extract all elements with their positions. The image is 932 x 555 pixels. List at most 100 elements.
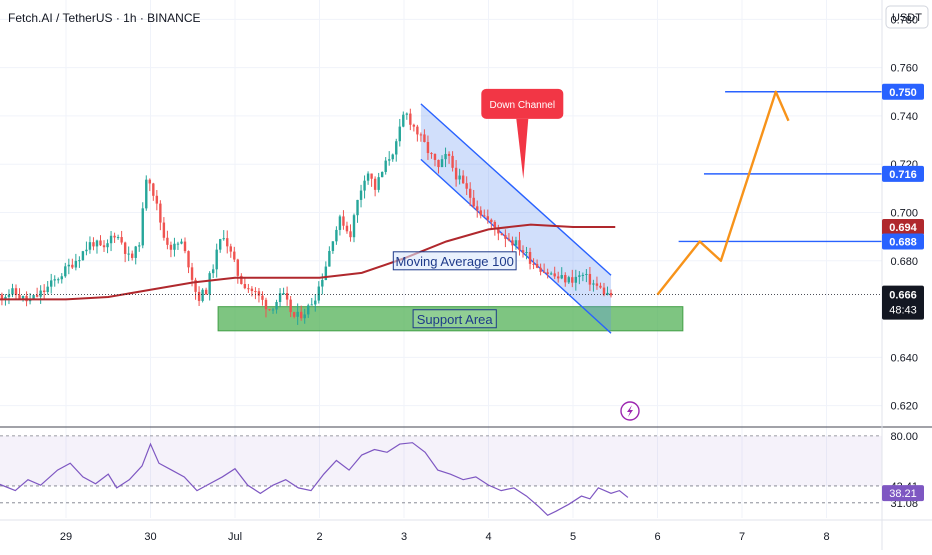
candle-body [271,309,275,311]
candle-body [67,264,71,267]
candle-body [335,229,338,242]
candle [363,175,366,199]
candle-body [141,208,144,246]
candle-body [180,241,183,244]
ma-100-line[interactable] [0,223,616,301]
candle [236,258,240,284]
candle-body [208,273,211,295]
candle [176,241,180,250]
candle [451,151,454,172]
candle-body [120,237,123,243]
support-label[interactable]: Support Area [412,309,497,329]
candle-body [454,167,458,180]
candle [560,267,563,280]
price-tag-box [882,233,924,250]
candle-body [391,154,394,160]
candle-body [14,288,18,296]
chart-title: Fetch.AI / TetherUS · 1h · BINANCE [8,11,201,25]
candle [388,151,391,166]
candle-body [145,179,148,209]
candle-body [307,305,310,315]
candle-body [138,245,141,247]
callout-box [481,88,564,119]
candle [557,271,560,283]
candle [78,256,81,268]
candle-body [257,291,261,296]
candle [398,118,401,147]
candle [219,238,222,253]
candle [162,217,166,241]
candle-body [518,240,521,251]
candle [95,239,99,254]
rsi-panel [0,426,932,516]
candle-body [370,173,373,179]
candle [299,305,303,321]
target-lines[interactable] [0,91,882,296]
candle [183,237,187,254]
candle [546,268,549,279]
time-tick-label: 2 [316,531,322,543]
candle-body [493,221,497,228]
candle-body [173,243,176,250]
candle-body [324,266,328,281]
candle-body [402,114,405,127]
currency-badge[interactable]: USDT [885,5,929,29]
candle [511,236,514,253]
candle [7,289,11,305]
candle [405,112,409,120]
candle [303,308,306,324]
candle-body [567,277,570,283]
candle-body [152,183,155,196]
down-channel[interactable] [420,103,612,334]
candle [18,288,21,300]
candle [528,247,532,270]
projection-path[interactable] [656,90,790,296]
candle [11,283,14,298]
candle [285,286,289,306]
price-tag-label: 0.750 [889,87,917,99]
candle [514,236,518,250]
moving-average[interactable] [0,223,616,301]
candle [289,295,292,318]
candle-body [409,113,412,125]
channel-upper-line[interactable] [420,103,612,276]
candle [377,172,380,193]
candle [85,241,88,256]
candle [468,182,472,207]
candle [204,287,208,295]
label-text: Moving Average 100 [396,254,514,269]
candle-body [338,216,342,230]
candle-body [243,283,247,289]
candle-body [155,195,159,204]
candle [437,159,440,174]
candle [391,153,394,162]
candle-body [423,134,426,142]
candle [187,250,190,274]
candle [342,210,345,230]
candle-body [282,293,285,295]
ma-label[interactable]: Moving Average 100 [392,251,517,271]
candle [50,273,53,294]
candle [247,283,250,293]
projection-line[interactable] [656,90,790,296]
candle [74,253,78,271]
candle-body [106,243,109,248]
candle [127,246,130,262]
candle-body [95,240,99,247]
candle-body [388,159,391,161]
candle-body [4,296,7,299]
candle-body [109,235,113,244]
candle-body [595,283,599,286]
down-channel-callout[interactable]: Down Channel [481,88,564,179]
candle [194,277,197,300]
annotations[interactable]: Down Channel Moving Average 100 Support Ar… [392,88,640,421]
time-tick-label: 8 [823,531,829,543]
candle-body [447,153,451,156]
candle-body [581,274,585,276]
candle-body [458,175,461,180]
candle-body [426,141,430,154]
candle [109,231,113,252]
candle-body [18,295,21,299]
